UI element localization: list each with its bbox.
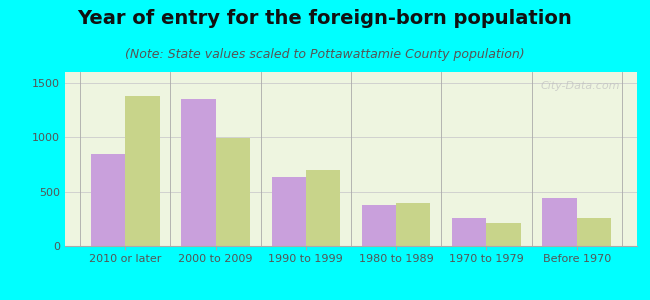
Text: (Note: State values scaled to Pottawattamie County population): (Note: State values scaled to Pottawatta…: [125, 48, 525, 61]
Bar: [272, 178, 306, 246]
Bar: [486, 223, 521, 246]
Bar: [396, 202, 430, 246]
Bar: [577, 218, 611, 246]
Bar: [452, 218, 486, 246]
Bar: [216, 138, 250, 246]
Text: City-Data.com: City-Data.com: [540, 81, 620, 91]
Bar: [181, 99, 216, 246]
Bar: [125, 96, 160, 246]
Bar: [306, 170, 340, 246]
Text: Year of entry for the foreign-born population: Year of entry for the foreign-born popul…: [77, 9, 573, 28]
Bar: [362, 205, 396, 246]
Bar: [542, 198, 577, 246]
Bar: [91, 154, 125, 246]
